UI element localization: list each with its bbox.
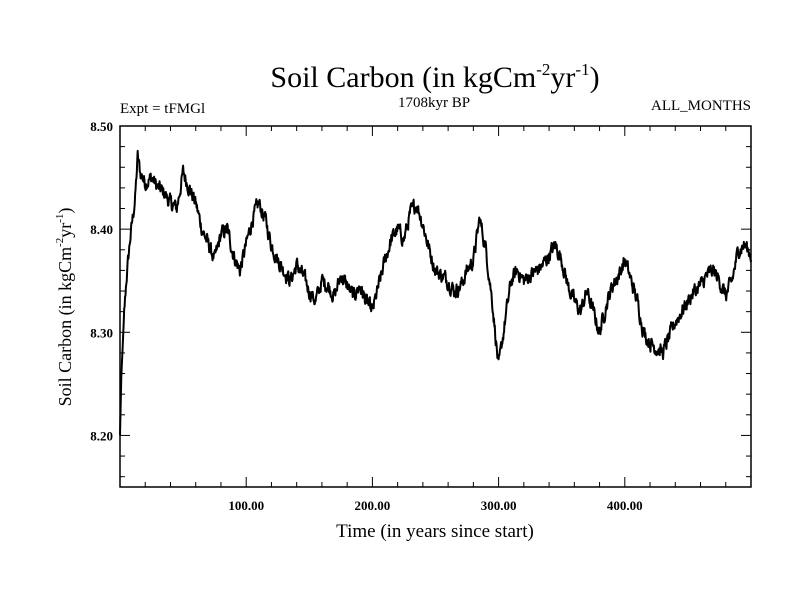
months-label: ALL_MONTHS [651,98,751,114]
x-tick-label: 100.00 [228,498,264,513]
y-axis-label: Soil Carbon (in kgCm-2yr-1) [54,208,76,407]
x-tick-label: 200.00 [355,498,391,513]
tick-labels: 100.00 200.00 300.00 400.00 8.20 8.30 8.40 8.50 [90,119,642,513]
plot-frame [119,125,752,488]
y-tick-label: 8.40 [90,222,113,237]
soil-carbon-series-line [119,149,752,436]
y-tick-label: 8.30 [90,325,113,340]
y-tick-label: 8.50 [90,119,113,134]
x-tick-label: 400.00 [607,498,643,513]
axis-ticks [120,125,751,487]
time-period-label: 1708kyr BP [398,95,470,111]
x-axis-label: Time (in years since start) [336,521,534,542]
y-tick-label: 8.20 [90,428,113,443]
x-tick-label: 300.00 [481,498,517,513]
experiment-label: Expt = tFMGl [120,101,205,117]
chart-title: Soil Carbon (in kgCm-2yr-1) [270,60,599,94]
